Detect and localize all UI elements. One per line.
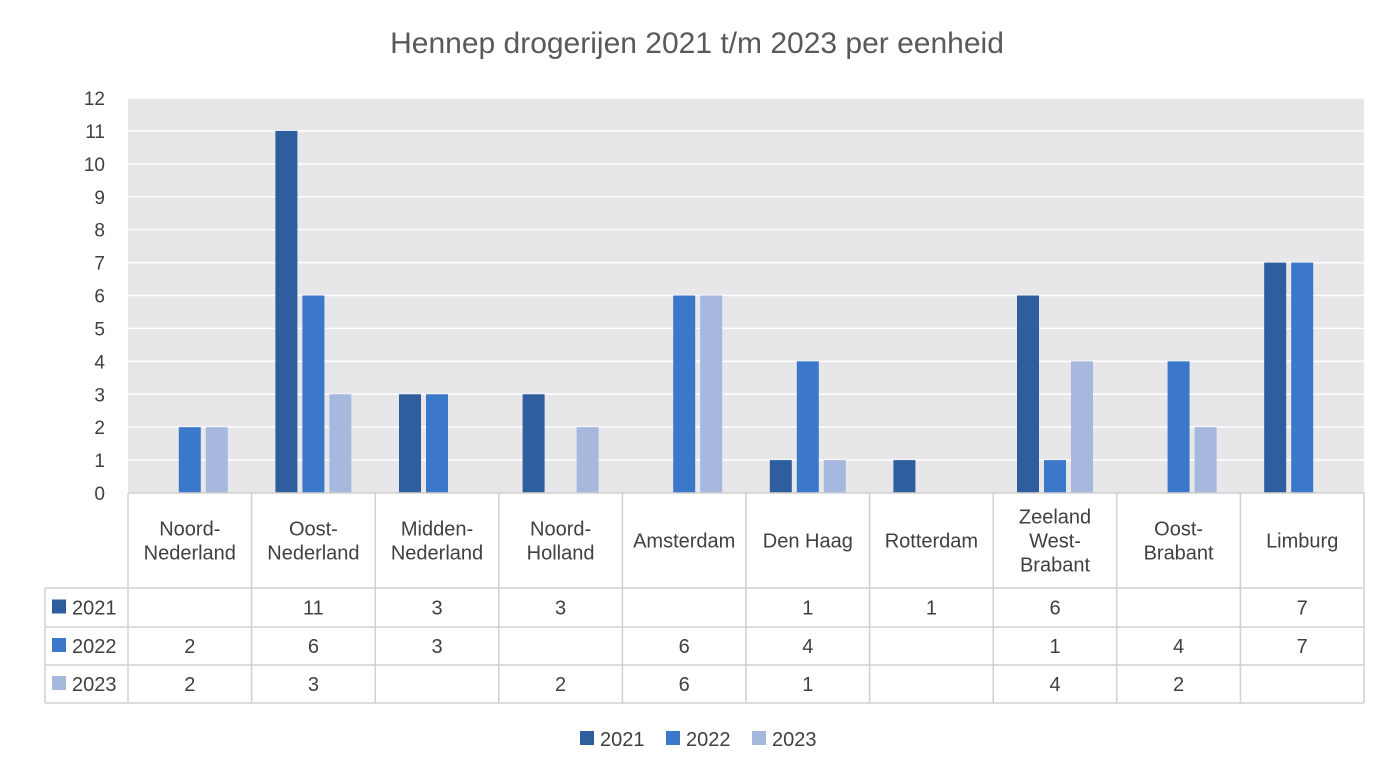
y-tick-label-3: 3 xyxy=(94,385,105,406)
legend-label-2023: 2023 xyxy=(772,729,817,751)
cell-2021-2: 3 xyxy=(431,598,442,620)
cell-2022-4: 6 xyxy=(679,636,690,658)
cell-2022-0: 2 xyxy=(184,636,195,658)
cell-2021-5: 1 xyxy=(802,598,813,620)
cell-2022-7: 1 xyxy=(1049,636,1060,658)
bar-2022-7 xyxy=(1044,460,1066,493)
y-tick-label-7: 7 xyxy=(94,254,105,275)
category-label-1-1: Nederland xyxy=(267,543,359,565)
cell-2023-1: 3 xyxy=(308,674,319,696)
bar-2023-0 xyxy=(205,427,228,493)
category-label-3-0: Noord- xyxy=(530,519,591,541)
bar-2023-7 xyxy=(1071,361,1093,493)
category-label-3-1: Holland xyxy=(527,543,595,565)
bar-2022-0 xyxy=(178,427,201,493)
category-label-0-0: Noord- xyxy=(159,519,220,541)
category-label-0-1: Nederland xyxy=(144,543,236,565)
bar-2021-9 xyxy=(1264,262,1287,493)
data-table: Noord-NederlandOost-NederlandMidden-Nede… xyxy=(44,492,1365,704)
y-tick-label-4: 4 xyxy=(94,352,105,373)
row-label-2023: 2023 xyxy=(72,674,117,696)
category-label-8-0: Oost- xyxy=(1154,519,1203,541)
cell-2023-5: 1 xyxy=(802,674,813,696)
cell-2021-6: 1 xyxy=(926,598,937,620)
gridlines xyxy=(128,97,1364,461)
bar-2023-1 xyxy=(329,394,352,493)
legend-key-2021 xyxy=(580,731,594,745)
bar-2022-9 xyxy=(1291,262,1314,493)
cell-2023-3: 2 xyxy=(555,674,566,696)
legend: 2021 2022 2023 xyxy=(580,729,817,751)
legend-key-2022 xyxy=(666,731,680,745)
y-tick-label-12: 12 xyxy=(84,89,105,110)
category-label-8-1: Brabant xyxy=(1144,543,1214,565)
row-key-2021 xyxy=(52,599,66,614)
cell-2023-7: 4 xyxy=(1049,674,1060,696)
y-tick-label-8: 8 xyxy=(94,221,105,242)
bar-2023-5 xyxy=(823,460,846,493)
bar-2021-6 xyxy=(893,460,916,493)
bar-2023-3 xyxy=(576,427,599,493)
row-key-2022 xyxy=(52,638,66,652)
category-label-2-0: Midden- xyxy=(401,519,473,541)
y-tick-label-6: 6 xyxy=(94,287,105,308)
bar-2022-2 xyxy=(426,394,448,493)
cell-2021-1: 11 xyxy=(303,598,324,620)
cell-2023-4: 6 xyxy=(679,674,690,696)
category-label-7-2: Brabant xyxy=(1020,555,1090,577)
category-label-9-0: Limburg xyxy=(1266,531,1338,553)
y-tick-label-5: 5 xyxy=(94,319,105,340)
bar-2022-5 xyxy=(796,361,819,493)
legend-key-2023 xyxy=(752,731,766,745)
row-label-2021: 2021 xyxy=(72,598,117,620)
category-label-7-1: West- xyxy=(1029,531,1081,553)
bar-2022-1 xyxy=(302,295,325,493)
cell-2022-2: 3 xyxy=(431,636,442,658)
y-tick-label-10: 10 xyxy=(84,155,105,176)
cell-2021-3: 3 xyxy=(555,598,566,620)
cell-2023-0: 2 xyxy=(184,674,195,696)
cell-2022-1: 6 xyxy=(308,636,319,658)
bar-2021-7 xyxy=(1017,295,1039,493)
bar-2021-5 xyxy=(769,460,792,493)
bar-2023-4 xyxy=(700,295,723,493)
bar-2021-1 xyxy=(275,130,298,493)
y-tick-label-11: 11 xyxy=(85,122,105,143)
y-tick-label-1: 1 xyxy=(94,451,105,472)
cell-2022-9: 7 xyxy=(1297,636,1308,658)
category-label-5-0: Den Haag xyxy=(763,531,853,553)
bar-2021-3 xyxy=(522,394,545,493)
row-label-2022: 2022 xyxy=(72,636,117,658)
row-key-2023 xyxy=(52,676,66,690)
bar-2022-4 xyxy=(673,295,696,493)
bar-2022-8 xyxy=(1167,361,1190,493)
y-tick-label-0: 0 xyxy=(94,484,105,505)
y-tick-label-2: 2 xyxy=(94,418,105,439)
category-label-7-0: Zeeland xyxy=(1019,507,1091,529)
cell-2023-8: 2 xyxy=(1173,674,1184,696)
category-label-6-0: Rotterdam xyxy=(885,531,978,553)
category-label-2-1: Nederland xyxy=(391,543,483,565)
category-label-4-0: Amsterdam xyxy=(633,531,735,553)
cell-2022-8: 4 xyxy=(1173,636,1184,658)
y-tick-label-9: 9 xyxy=(94,188,105,209)
cell-2022-5: 4 xyxy=(802,636,813,658)
category-label-1-0: Oost- xyxy=(289,519,338,541)
legend-label-2022: 2022 xyxy=(686,729,731,751)
bar-2021-2 xyxy=(399,394,421,493)
bars xyxy=(178,130,1314,493)
cell-2021-9: 7 xyxy=(1297,598,1308,620)
chart-title: Hennep drogerijen 2021 t/m 2023 per eenh… xyxy=(390,27,1004,60)
cell-2021-7: 6 xyxy=(1049,598,1060,620)
legend-label-2021: 2021 xyxy=(600,729,645,751)
bar-2023-8 xyxy=(1194,427,1217,493)
